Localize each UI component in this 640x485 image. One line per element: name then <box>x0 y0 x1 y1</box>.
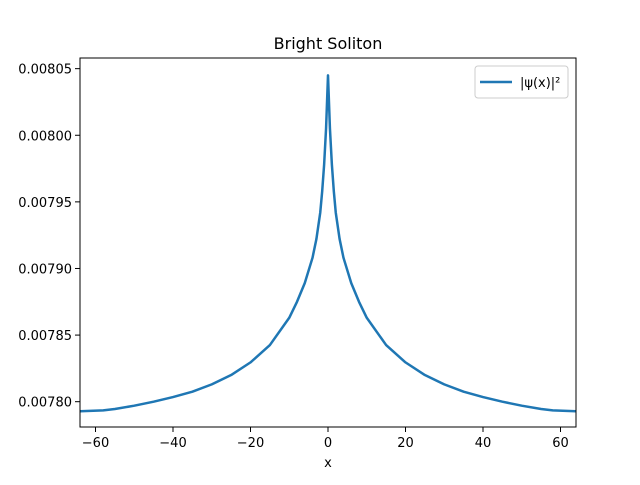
y-axis-ticks: 0.00780 0.00785 0.00790 0.00795 0.00800 0.008… <box>18 63 80 411</box>
x-tick-label: 0 <box>324 436 332 451</box>
y-tick-label: 0.00795 <box>18 196 72 211</box>
x-axis-ticks: −60 −40 −20 0 20 40 60 <box>82 427 569 451</box>
series-line <box>79 74 577 413</box>
y-tick-label: 0.00780 <box>18 396 72 411</box>
x-tick-label: 40 <box>475 436 492 451</box>
chart-title: Bright Soliton <box>274 34 383 53</box>
y-tick-label: 0.00790 <box>18 262 72 277</box>
legend-label: |ψ(x)|² <box>520 76 560 91</box>
x-axis-label: x <box>324 456 332 471</box>
y-tick-label: 0.00805 <box>18 63 72 78</box>
legend: |ψ(x)|² <box>474 65 569 99</box>
series-layer <box>79 74 577 413</box>
x-tick-label: 60 <box>552 436 569 451</box>
y-tick-label: 0.00800 <box>18 129 72 144</box>
y-tick-label: 0.00785 <box>18 329 72 344</box>
x-tick-label: −40 <box>159 436 186 451</box>
x-tick-label: −20 <box>237 436 264 451</box>
x-tick-label: 20 <box>397 436 414 451</box>
x-tick-label: −60 <box>82 436 109 451</box>
legend-box <box>474 65 569 99</box>
